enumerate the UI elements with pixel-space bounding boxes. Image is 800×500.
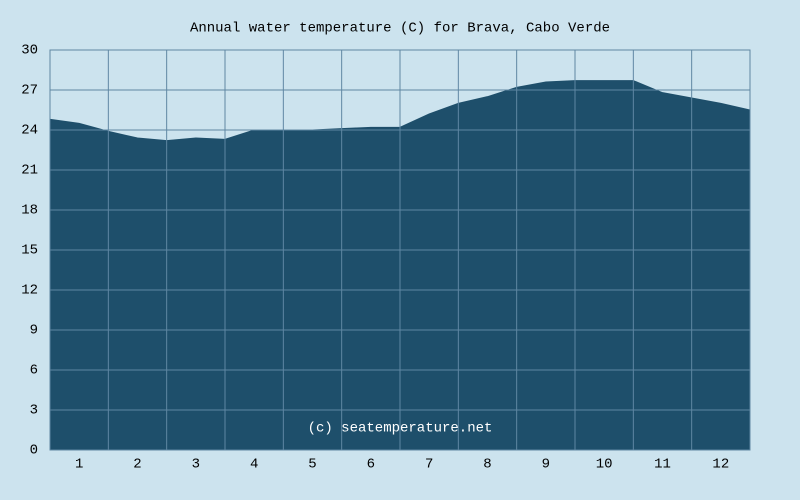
y-tick-label: 27: [21, 83, 38, 99]
watermark: (c) seatemperature.net: [308, 421, 493, 437]
x-tick-label: 1: [75, 457, 83, 473]
y-tick-label: 0: [30, 443, 38, 459]
y-tick-label: 24: [21, 123, 38, 139]
y-tick-label: 30: [21, 43, 38, 59]
x-tick-label: 4: [250, 457, 258, 473]
chart-title: Annual water temperature (C) for Brava, …: [190, 21, 610, 37]
y-tick-label: 9: [30, 323, 38, 339]
x-tick-label: 8: [483, 457, 491, 473]
x-tick-label: 11: [654, 457, 671, 473]
x-tick-label: 3: [192, 457, 200, 473]
y-tick-label: 21: [21, 163, 38, 179]
y-tick-label: 6: [30, 363, 38, 379]
x-tick-label: 12: [712, 457, 729, 473]
y-tick-label: 18: [21, 203, 38, 219]
x-tick-label: 10: [596, 457, 613, 473]
x-tick-label: 7: [425, 457, 433, 473]
y-tick-label: 3: [30, 403, 38, 419]
x-tick-label: 6: [367, 457, 375, 473]
x-tick-label: 5: [308, 457, 316, 473]
plot-border: [49, 49, 751, 451]
y-tick-label: 12: [21, 283, 38, 299]
x-tick-label: 9: [542, 457, 550, 473]
y-tick-label: 15: [21, 243, 38, 259]
x-tick-label: 2: [133, 457, 141, 473]
